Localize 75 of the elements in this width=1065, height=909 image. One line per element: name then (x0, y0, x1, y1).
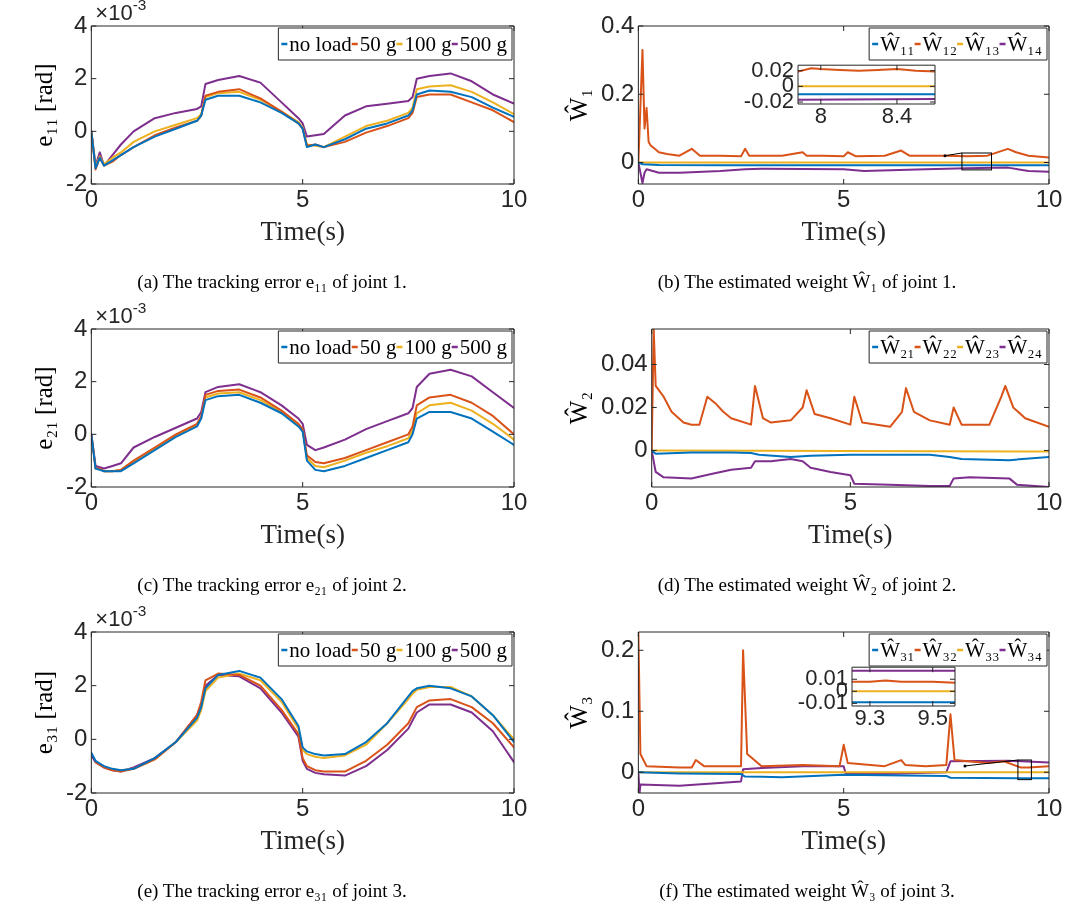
legend-label: 50 g (359, 334, 397, 359)
x-tick-label: 10 (1035, 794, 1063, 822)
legend-label: 50 g (359, 31, 397, 56)
x-tick-label: 5 (295, 185, 310, 213)
text: (c) The tracking error e₂₁ of joint 2. (137, 573, 407, 596)
x-axis-title: Time(s) (260, 216, 345, 247)
text: (f) The estimated weight Ŵ₃ of joint 3. (659, 879, 955, 902)
y-tick-label: 0.04 (600, 349, 648, 377)
x-tick-label: 10 (1035, 488, 1063, 516)
x-axis-title: Time(s) (801, 216, 886, 247)
x-tick-label: 8 (814, 103, 827, 129)
y-tick-label: 0.1 (600, 695, 635, 723)
y-tick-label: 2 (73, 63, 88, 91)
x-tick-label: 5 (843, 488, 858, 516)
x-tick-label: 8.4 (881, 103, 913, 129)
y-tick-label: 4 (73, 10, 88, 38)
legend-label: Ŵ₃₂ (922, 637, 958, 662)
x-tick-label: 5 (837, 185, 851, 213)
legend-label: 100 g (404, 637, 453, 662)
legend-label: no load (289, 637, 353, 662)
legend-label: Ŵ₂₁ (880, 334, 915, 359)
y-tick-label: 4 (73, 313, 88, 341)
y-tick-label: 0.4 (600, 10, 635, 38)
legend-label: Ŵ₂₂ (922, 334, 958, 359)
y-tick-label: 0.2 (600, 78, 635, 106)
x-axis-title: Time(s) (808, 519, 893, 550)
legend-label: no load (289, 334, 353, 359)
y-axis-title: Ŵ₂ (563, 391, 592, 425)
legend-label: 100 g (404, 334, 453, 359)
x-tick-label: 9.5 (917, 705, 948, 731)
legend-label: 100 g (404, 31, 453, 56)
y-tick-label: 0.2 (600, 634, 635, 662)
x-tick-label: 9.3 (854, 705, 886, 731)
y-axis-title: Ŵ₁ (563, 88, 592, 122)
legend-label: no load (289, 31, 353, 56)
x-axis-title: Time(s) (801, 825, 886, 856)
y-tick-label: 0 (634, 435, 648, 463)
text: (a) The tracking error e₁₁ of joint 1. (137, 270, 407, 293)
text: (e) The tracking error e₃₁ of joint 3. (137, 879, 407, 902)
y-axis-title: Ŵ₃ (563, 696, 592, 729)
legend-label: 500 g (459, 637, 508, 662)
y-axis-title: e₃₁ [rad] (29, 670, 57, 755)
x-tick-label: 5 (295, 488, 310, 516)
x-tick-label: 10 (1035, 185, 1063, 213)
legend-label: Ŵ₃₄ (1007, 637, 1043, 662)
y-tick-label: 2 (73, 670, 88, 698)
x-tick-label: 10 (500, 794, 528, 822)
legend-label: Ŵ₃₁ (880, 637, 915, 662)
legend-label: 500 g (459, 31, 508, 56)
legend-label: Ŵ₃₃ (965, 637, 1000, 662)
x-tick-label: 10 (500, 185, 528, 213)
legend-label: Ŵ₁₄ (1007, 31, 1043, 56)
y-tick-label: 0.02 (600, 392, 648, 420)
x-tick-label: 5 (837, 794, 851, 822)
text: (d) The estimated weight Ŵ₂ of joint 2. (657, 573, 957, 596)
legend-label: Ŵ₂₃ (965, 334, 1000, 359)
text: (b) The estimated weight Ŵ₁ of joint 1. (657, 270, 957, 293)
y-tick-label: 0 (73, 418, 88, 446)
y-tick-label: 4 (73, 616, 88, 644)
y-axis-title: e₁₁ [rad] (29, 63, 57, 147)
y-tick-label: 0 (73, 723, 88, 751)
x-axis-title: Time(s) (260, 519, 345, 550)
y-tick-label: 0 (621, 147, 635, 175)
x-tick-label: 10 (500, 488, 528, 516)
legend-label: Ŵ₁₃ (965, 31, 1000, 56)
x-tick-label: 5 (295, 794, 310, 822)
y-tick-label: 0 (621, 756, 635, 784)
legend-label: Ŵ₂₄ (1007, 334, 1043, 359)
x-axis-title: Time(s) (260, 825, 345, 856)
y-axis-title: e₂₁ [rad] (29, 366, 57, 450)
legend-label: 50 g (359, 637, 397, 662)
legend-label: Ŵ₁₂ (922, 31, 958, 56)
y-tick-label: 2 (73, 366, 88, 394)
legend-label: 500 g (459, 334, 508, 359)
legend-label: Ŵ₁₁ (880, 31, 915, 56)
